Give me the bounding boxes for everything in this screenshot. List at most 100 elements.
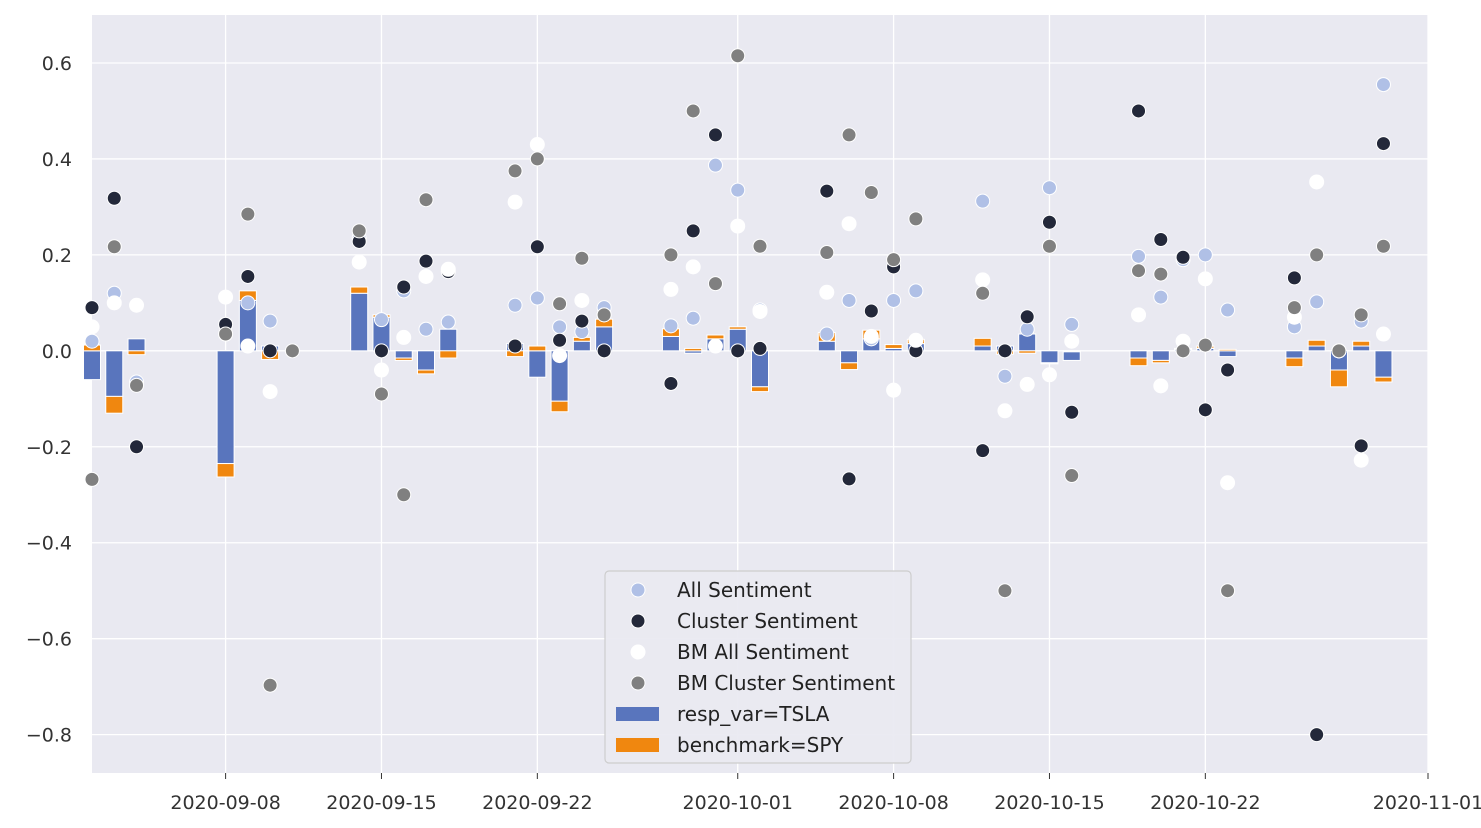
point	[1309, 294, 1325, 310]
point	[1197, 402, 1213, 418]
point	[106, 190, 122, 206]
bar	[528, 350, 547, 378]
point	[552, 348, 568, 364]
point	[129, 377, 145, 393]
point	[1019, 309, 1035, 325]
y-tick-label: −0.2	[26, 437, 72, 459]
bar	[840, 362, 859, 371]
bar	[1040, 362, 1059, 365]
point	[84, 471, 100, 487]
legend-label: All Sentiment	[677, 578, 812, 602]
bar	[127, 350, 146, 356]
point	[1375, 136, 1391, 152]
point	[863, 328, 879, 344]
point	[663, 281, 679, 297]
point	[886, 382, 902, 398]
bar	[1129, 357, 1148, 367]
bar	[1151, 350, 1170, 361]
point	[730, 48, 746, 64]
point	[1375, 77, 1391, 93]
point	[574, 250, 590, 266]
point	[1197, 247, 1213, 263]
point	[707, 157, 723, 173]
bar	[973, 337, 992, 347]
legend-label: BM All Sentiment	[677, 640, 849, 664]
point	[997, 583, 1013, 599]
x-tick-label: 2020-09-08	[170, 792, 280, 814]
point	[863, 303, 879, 319]
point	[707, 276, 723, 292]
bar	[216, 350, 235, 465]
bar	[1151, 359, 1170, 364]
point	[373, 312, 389, 328]
point	[1019, 376, 1035, 392]
bar	[127, 338, 146, 352]
point	[819, 284, 835, 300]
point	[84, 319, 100, 335]
point	[663, 247, 679, 263]
point	[1175, 343, 1191, 359]
point	[975, 193, 991, 209]
point	[1019, 321, 1035, 337]
point	[552, 296, 568, 312]
bar	[105, 395, 124, 414]
point	[1220, 302, 1236, 318]
point	[1041, 238, 1057, 254]
point	[997, 368, 1013, 384]
x-tick-label: 2020-09-22	[482, 792, 592, 814]
y-tick-label: 0.6	[42, 53, 72, 75]
x-tick-label: 2020-10-22	[1150, 792, 1260, 814]
legend-marker	[630, 613, 646, 629]
point	[997, 343, 1013, 359]
point	[596, 343, 612, 359]
bar	[1040, 350, 1059, 364]
legend-marker	[630, 582, 646, 598]
point	[997, 403, 1013, 419]
bar	[1352, 345, 1371, 352]
point	[819, 244, 835, 260]
bar	[1218, 348, 1237, 352]
bar	[394, 357, 413, 361]
bar	[1129, 350, 1148, 359]
point	[886, 292, 902, 308]
point	[373, 343, 389, 359]
bar	[684, 347, 703, 352]
x-tick-label: 2020-10-08	[838, 792, 948, 814]
point	[262, 677, 278, 693]
point	[529, 290, 545, 306]
x-tick-label: 2020-11-01	[1373, 792, 1481, 814]
point	[507, 338, 523, 354]
point	[1131, 248, 1147, 264]
point	[663, 318, 679, 334]
point	[418, 253, 434, 269]
point	[373, 362, 389, 378]
point	[507, 163, 523, 179]
point	[1220, 475, 1236, 491]
y-tick-label: 0.4	[42, 149, 72, 171]
bar	[394, 350, 413, 359]
point	[262, 384, 278, 400]
point	[574, 313, 590, 329]
legend-label: Cluster Sentiment	[677, 609, 858, 633]
point	[106, 295, 122, 311]
bar	[439, 328, 458, 352]
point	[418, 268, 434, 284]
point	[1064, 333, 1080, 349]
bar	[840, 350, 859, 364]
point	[841, 292, 857, 308]
bar	[350, 286, 369, 294]
point	[240, 206, 256, 222]
point	[1286, 300, 1302, 316]
point	[975, 443, 991, 459]
bar	[1329, 369, 1348, 388]
point	[685, 103, 701, 119]
point	[975, 272, 991, 288]
point	[596, 307, 612, 323]
point	[730, 218, 746, 234]
point	[685, 259, 701, 275]
point	[418, 192, 434, 208]
point	[1153, 266, 1169, 282]
point	[351, 254, 367, 270]
point	[240, 338, 256, 354]
